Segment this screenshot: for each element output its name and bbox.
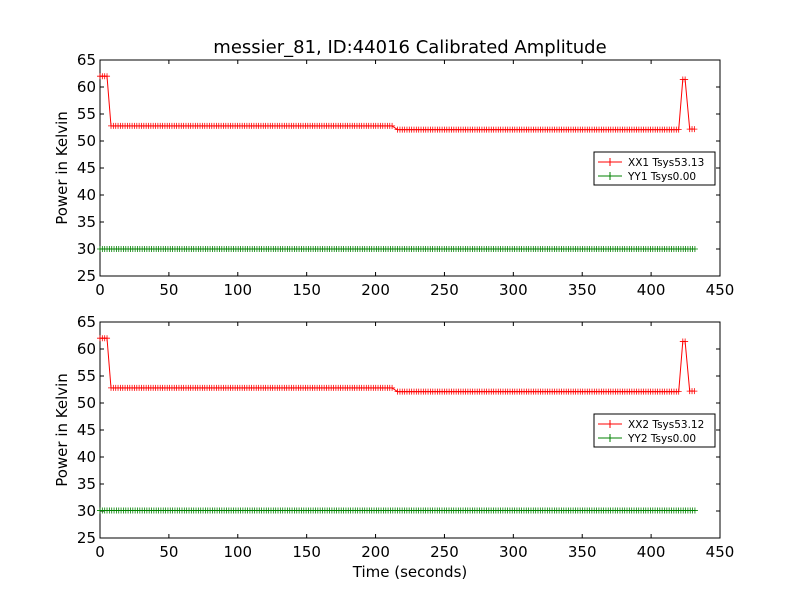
- bottom-panel: Power in Kelvin Time (seconds) 0 50 100 150…: [53, 313, 734, 581]
- data-point: [682, 76, 689, 83]
- legend-marker: [607, 420, 613, 428]
- y-tick-label: 45: [77, 421, 96, 439]
- x-tick-label: 100: [223, 281, 252, 299]
- x-tick-label: 200: [361, 281, 390, 299]
- data-point: [675, 388, 682, 395]
- y-tick-label: 65: [77, 51, 96, 69]
- y-tick-label: 65: [77, 313, 96, 331]
- data-point: [104, 335, 111, 342]
- x-tick-label: 450: [706, 281, 735, 299]
- legend: XX1 Tsys53.13 YY1 Tsys0.00: [593, 151, 716, 186]
- x-tick-label: 150: [292, 281, 321, 299]
- y-tick-label: 55: [77, 105, 96, 123]
- legend-marker: [607, 158, 613, 166]
- data-point: [675, 126, 682, 133]
- y-tick-label: 30: [77, 502, 96, 520]
- data-point: [691, 507, 698, 514]
- x-tick-label: 350: [568, 543, 597, 561]
- y-tick-label: 35: [77, 213, 96, 231]
- x-tick-label: 250: [430, 543, 459, 561]
- series-markers: [97, 73, 698, 133]
- data-point: [389, 384, 396, 391]
- data-point: [682, 338, 689, 345]
- series-xx: [97, 73, 698, 133]
- series-yy: [97, 507, 698, 514]
- legend-box: [593, 413, 716, 448]
- legend-label: XX2 Tsys53.12: [628, 419, 704, 431]
- x-tick-label: 450: [706, 543, 735, 561]
- x-axis-label: Time (seconds): [352, 563, 468, 581]
- x-tick-label: 0: [95, 281, 105, 299]
- legend-label: XX1 Tsys53.13: [628, 157, 704, 169]
- series-yy: [97, 246, 698, 252]
- y-tick-label: 50: [77, 394, 96, 412]
- series-markers: [97, 335, 698, 395]
- y-tick-label: 40: [77, 448, 96, 466]
- legend-marker: [607, 434, 613, 442]
- x-tick-label: 250: [430, 281, 459, 299]
- legend-box: [593, 151, 716, 186]
- series-markers: [97, 246, 698, 252]
- data-point: [691, 388, 698, 395]
- x-tick-label: 300: [499, 281, 528, 299]
- x-tick-label: 50: [159, 281, 178, 299]
- x-tick-label: 200: [361, 543, 390, 561]
- data-point: [389, 122, 396, 129]
- y-tick-label: 25: [77, 267, 96, 285]
- y-tick-label: 60: [77, 78, 96, 96]
- y-tick-label: 25: [77, 529, 96, 547]
- data-point: [691, 246, 698, 252]
- y-tick-label: 55: [77, 367, 96, 385]
- data-point: [691, 126, 698, 133]
- legend-label: YY1 Tsys0.00: [627, 171, 696, 183]
- x-tick-label: 150: [292, 543, 321, 561]
- x-tick-label: 100: [223, 543, 252, 561]
- x-tick-label: 50: [159, 543, 178, 561]
- legend-label: YY2 Tsys0.00: [627, 433, 696, 445]
- y-tick-label: 60: [77, 340, 96, 358]
- x-tick-label: 400: [637, 281, 666, 299]
- y-axis-label-top: Power in Kelvin: [53, 111, 71, 225]
- series-xx: [97, 335, 698, 395]
- y-tick-label: 35: [77, 475, 96, 493]
- legend-marker: [607, 172, 613, 180]
- y-tick-label: 30: [77, 240, 96, 258]
- y-tick-label: 40: [77, 186, 96, 204]
- series-markers: [97, 507, 698, 514]
- top-panel: messier_81, ID:44016 Calibrated Amplitud…: [53, 37, 734, 299]
- legend: XX2 Tsys53.12 YY2 Tsys0.00: [593, 413, 716, 448]
- x-tick-label: 0: [95, 543, 105, 561]
- y-tick-label: 45: [77, 159, 96, 177]
- y-tick-label: 50: [77, 132, 96, 150]
- x-tick-label: 350: [568, 281, 597, 299]
- x-tick-label: 300: [499, 543, 528, 561]
- y-axis-label-bottom: Power in Kelvin: [53, 373, 71, 487]
- x-tick-label: 400: [637, 543, 666, 561]
- data-point: [104, 73, 111, 80]
- chart-title: messier_81, ID:44016 Calibrated Amplitud…: [213, 37, 606, 58]
